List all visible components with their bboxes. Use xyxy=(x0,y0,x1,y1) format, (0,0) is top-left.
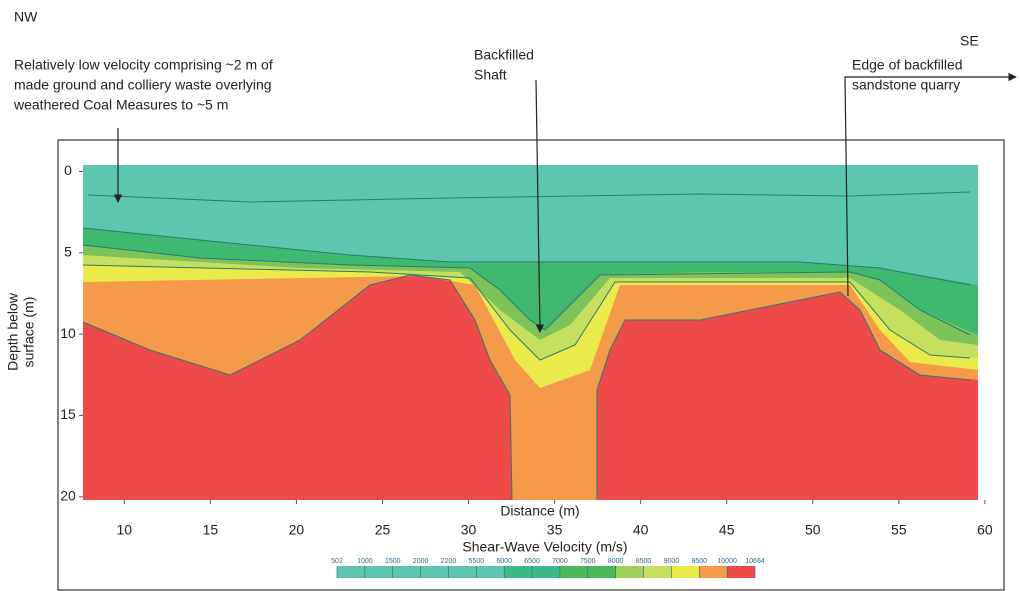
colorbar-segment xyxy=(671,566,700,578)
colorbar-tick-label: 5500 xyxy=(469,558,485,565)
colorbar-tick-label: 2200 xyxy=(441,558,457,565)
x-tick-label: 30 xyxy=(461,522,477,538)
annotation: Backfilled xyxy=(474,47,534,63)
annotation: Shaft xyxy=(474,67,507,83)
colorbar-tick-label: 1500 xyxy=(385,558,401,565)
colorbar-tick-label: 6000 xyxy=(496,558,512,565)
colorbar-tick-label: 2000 xyxy=(413,558,429,565)
colorbar-tick-label: 9500 xyxy=(691,558,707,565)
x-tick-label: 60 xyxy=(977,522,993,538)
colorbar-tick-label: 8000 xyxy=(608,558,624,565)
colorbar-tick-label: 9000 xyxy=(664,558,680,565)
colorbar-tick-label: 502 xyxy=(331,558,343,565)
colorbar-tick-label: 6500 xyxy=(524,558,540,565)
x-tick-label: 15 xyxy=(203,522,219,538)
y-axis-label: surface (m) xyxy=(21,297,37,368)
x-tick-label: 20 xyxy=(289,522,305,538)
x-tick-label: 55 xyxy=(891,522,907,538)
y-tick-label: 20 xyxy=(60,487,76,503)
contour-lines xyxy=(82,191,971,501)
x-tick-label: 50 xyxy=(805,522,821,538)
y-tick-label: 0 xyxy=(64,162,72,178)
x-tick-label: 25 xyxy=(375,522,391,538)
colorbar-title: Shear-Wave Velocity (m/s) xyxy=(462,539,627,555)
colorbar-segment xyxy=(392,566,421,578)
colorbar-segment xyxy=(448,566,477,578)
colorbar-segment xyxy=(504,566,533,578)
section-fill xyxy=(83,165,978,500)
y-axis-label: Depth below xyxy=(5,292,21,371)
colorbar-tick-label: 7000 xyxy=(552,558,568,565)
x-tick-label: 40 xyxy=(633,522,649,538)
colorbar-tick-label: 7500 xyxy=(580,558,596,565)
colorbar-segment xyxy=(476,566,505,578)
corner-label: SE xyxy=(960,33,979,49)
y-tick-label: 15 xyxy=(60,406,76,422)
annotation: made ground and colliery waste overlying xyxy=(14,77,272,93)
arrow xyxy=(844,72,1017,297)
colorbar-tick-label: 1000 xyxy=(357,558,373,565)
y-tick-label: 10 xyxy=(60,325,76,341)
colorbar-tick-label: 10000 xyxy=(717,558,737,565)
arrow xyxy=(535,79,545,333)
colorbar-segment xyxy=(532,566,560,578)
colorbar-segment xyxy=(559,566,588,578)
y-tick-label: 5 xyxy=(64,244,72,260)
x-axis-label: Distance (m) xyxy=(500,503,579,519)
x-tick-label: 35 xyxy=(547,522,563,538)
colorbar-segment xyxy=(364,566,393,578)
colorbar-segment xyxy=(699,566,728,578)
x-tick-label: 10 xyxy=(117,522,133,538)
annotation: sandstone quarry xyxy=(852,77,960,93)
colorbar-segment xyxy=(615,566,644,578)
colorbar-segment xyxy=(643,566,672,578)
x-tick-label: 45 xyxy=(719,522,735,538)
colorbar-segment xyxy=(587,566,616,578)
colorbar-tick-label: 8500 xyxy=(636,558,652,565)
colorbar-segment xyxy=(337,566,365,578)
annotation: Edge of backfilled xyxy=(852,57,963,73)
colorbar-tick-label: 10664 xyxy=(745,558,765,565)
colorbar-segment xyxy=(420,566,449,578)
corner-label: NW xyxy=(14,9,38,25)
frame xyxy=(57,139,1005,591)
colorbar-segment xyxy=(727,566,755,578)
annotation: weathered Coal Measures to ~5 m xyxy=(13,97,228,113)
annotation: Relatively low velocity comprising ~2 m … xyxy=(14,57,273,73)
